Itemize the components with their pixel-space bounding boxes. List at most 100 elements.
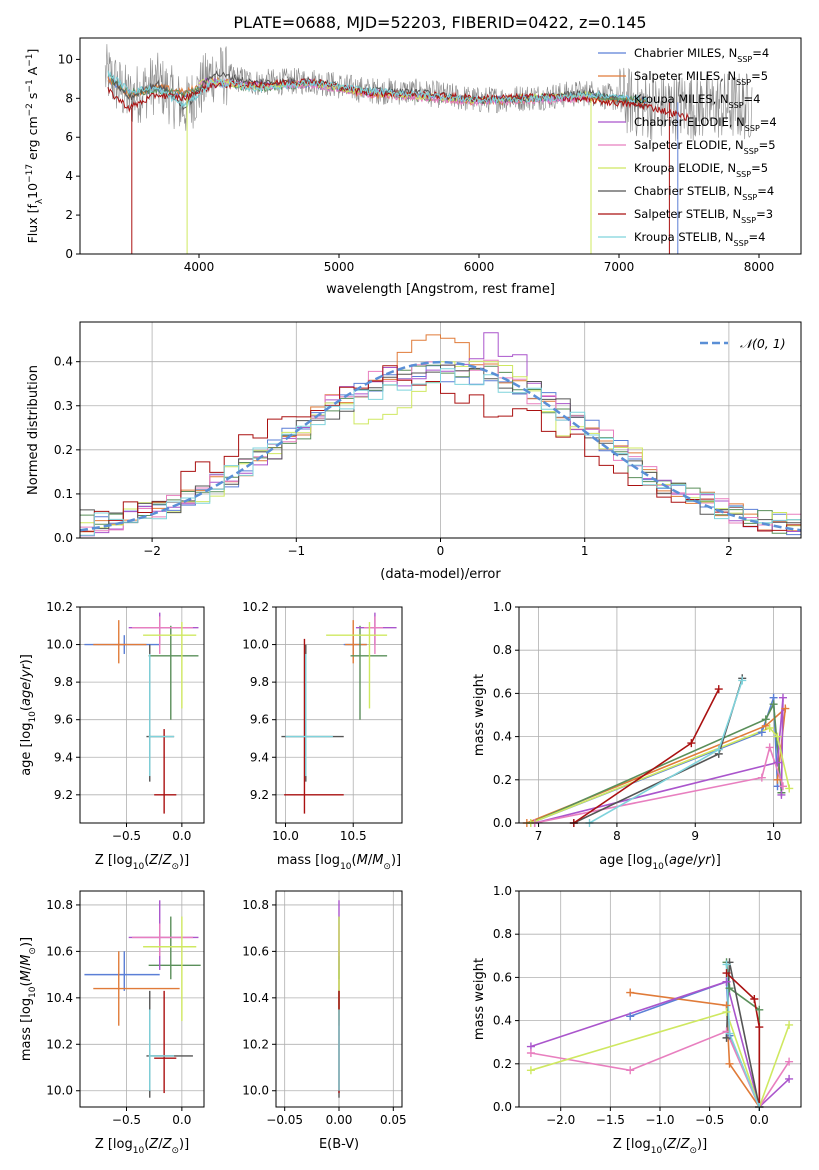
weight-marker <box>626 1012 635 1021</box>
x-tick-label: −0.5 <box>112 1113 141 1127</box>
x-tick-label: 0 <box>437 544 445 558</box>
weight-marker <box>769 700 778 709</box>
weight-line-4 <box>534 744 784 823</box>
weight-marker <box>757 773 766 782</box>
histogram-8 <box>80 368 801 538</box>
x-tick-label: −2 <box>143 544 161 558</box>
y-tick-label: 0.0 <box>54 531 73 545</box>
x-tick-label: −1 <box>287 544 305 558</box>
y-tick-label: 10.8 <box>46 898 73 912</box>
weight-marker <box>785 784 794 793</box>
x-axis-label: E(B-V) <box>319 1137 359 1152</box>
x-tick-label: 0.0 <box>172 1113 191 1127</box>
weight-marker <box>725 1059 734 1068</box>
y-tick-label: 0.8 <box>493 927 512 941</box>
y-tick-label: 9.8 <box>54 675 73 689</box>
y-tick-label: 4 <box>65 169 73 183</box>
x-axis-label: Z [log10(Z/Z⊙)] <box>95 1137 189 1156</box>
y-tick-label: 9.2 <box>250 788 269 802</box>
y-tick-label: 0.2 <box>493 1057 512 1071</box>
panel-age_vs_mass: 10.0 10.5 9.2 9.4 9.6 9.8 10.0 10.2 mass [log10(… <box>242 600 403 872</box>
x-tick-label: −2.0 <box>546 1113 575 1127</box>
weight-marker <box>722 960 731 969</box>
y-tick-label: 1.0 <box>493 884 512 898</box>
y-tick-label: 9.8 <box>250 675 269 689</box>
axes-frame <box>275 606 403 824</box>
weight-marker <box>722 977 731 986</box>
plot-area <box>80 322 801 538</box>
legend-label: Salpeter STELIB, NSSP=3 <box>634 207 773 225</box>
x-tick-label: −1.0 <box>645 1113 674 1127</box>
y-tick-label: 0.2 <box>493 773 512 787</box>
x-tick-label: 0.00 <box>326 1113 353 1127</box>
panel-weight_vs_z: −2.0 −1.5 −1.0 −0.5 0.0 0.0 0.2 0.4 0.6 0.8 1.0 Z [… <box>472 884 802 1156</box>
y-axis-label: Flux [fλ10−17 erg cm−2 s−1 A−1] <box>25 49 45 244</box>
y-axis-label: mass weight <box>472 958 487 1040</box>
panel-weight_vs_age: 7 8 9 10 0.0 0.2 0.4 0.6 0.8 1.0 age [log10(age/yr… <box>472 600 802 872</box>
weight-marker <box>785 1057 794 1066</box>
weight-marker <box>750 995 759 1003</box>
x-tick-label: 1 <box>581 544 589 558</box>
panel-residuals: −2 −1 0 1 2 0.0 0.1 0.2 0.3 0.4 (data-model)/error… <box>26 321 802 582</box>
weight-line-1 <box>526 706 787 823</box>
y-tick-label: 0.0 <box>493 1100 512 1114</box>
weight-marker <box>626 1066 635 1075</box>
x-tick-label: 0.0 <box>172 829 191 843</box>
x-axis-label: Z [log10(Z/Z⊙)] <box>95 853 189 872</box>
plot-area <box>104 44 753 254</box>
weight-marker <box>687 739 696 748</box>
weight-marker <box>714 745 723 754</box>
weight-marker <box>778 693 787 702</box>
y-tick-label: 10.0 <box>46 1084 73 1098</box>
x-tick-label: 4000 <box>184 260 215 274</box>
y-tick-label: 10.2 <box>46 600 73 614</box>
weight-marker <box>722 1033 731 1042</box>
plot-area <box>80 607 204 823</box>
weight-marker <box>738 676 747 685</box>
weight-marker <box>755 1005 764 1014</box>
y-tick-label: 2 <box>65 208 73 222</box>
weight-marker <box>765 723 774 732</box>
x-tick-label: 7 <box>535 829 543 843</box>
y-tick-label: 0.4 <box>493 730 512 744</box>
panel-spectrum: 4000 5000 6000 7000 8000 0 2 4 6 8 10 wavelength [A… <box>25 37 802 297</box>
y-tick-label: 1.0 <box>493 600 512 614</box>
legend-label: 𝒩(0, 1) <box>740 336 786 351</box>
weight-line-5 <box>530 727 791 823</box>
weight-line-0 <box>530 697 779 823</box>
weight-marker <box>722 1007 731 1016</box>
y-tick-label: 0 <box>65 247 73 261</box>
legend-label: Chabrier ELODIE, NSSP=4 <box>634 115 777 133</box>
weight-marker <box>626 988 635 997</box>
legend-label: Chabrier MILES, NSSP=4 <box>634 46 769 64</box>
y-tick-label: 10.2 <box>242 1037 269 1051</box>
axes-frame <box>79 606 205 824</box>
y-tick-label: 0.4 <box>54 355 73 369</box>
weight-marker <box>781 704 790 713</box>
weight-marker <box>725 984 734 993</box>
axes-frame <box>518 606 802 824</box>
x-tick-label: 10.0 <box>272 829 299 843</box>
weight-marker <box>757 728 766 737</box>
y-tick-label: 9.4 <box>250 750 269 764</box>
x-tick-label: 8000 <box>744 260 775 274</box>
x-tick-label: −0.05 <box>266 1113 303 1127</box>
y-tick-label: 0.0 <box>493 816 512 830</box>
y-tick-label: 0.6 <box>493 970 512 984</box>
y-axis-label: mass [log10(M/M⊙)] <box>19 937 38 1061</box>
x-tick-label: −1.5 <box>596 1113 625 1127</box>
axes-frame <box>79 890 205 1108</box>
weight-marker <box>725 1029 734 1038</box>
x-tick-label: −0.5 <box>112 829 141 843</box>
legend-label: Kroupa MILES, NSSP=4 <box>634 92 760 110</box>
plot-area <box>276 607 402 823</box>
x-tick-label: 6000 <box>464 260 495 274</box>
weight-line-3 <box>530 980 790 1107</box>
weight-marker <box>777 790 786 799</box>
y-tick-label: 0.6 <box>493 686 512 700</box>
x-axis-label: Z [log10(Z/Z⊙)] <box>613 1137 707 1156</box>
y-tick-label: 10.0 <box>242 638 269 652</box>
panel-mass_vs_ebv: −0.05 0.00 0.05 10.0 10.2 10.4 10.6 10.8 E(B-V) <box>242 890 407 1152</box>
y-axis-label: mass weight <box>472 674 487 756</box>
